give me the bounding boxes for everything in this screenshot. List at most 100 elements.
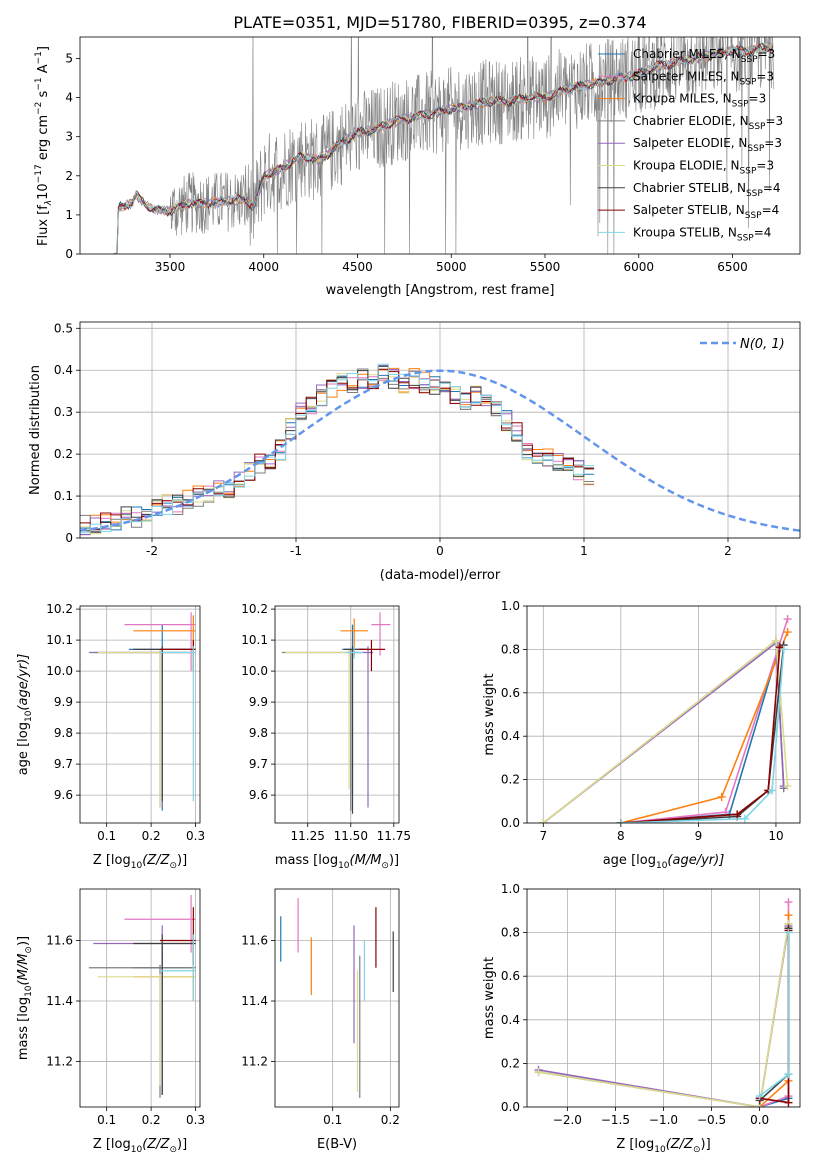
weight-series-line xyxy=(620,647,781,823)
weight-series-line xyxy=(538,923,790,1107)
legend-entry: Chabrier STELIB, NSSP=4 xyxy=(633,181,781,199)
x-tick-label: 0.2 xyxy=(142,1113,161,1127)
y-tick-label: 9.7 xyxy=(54,757,73,771)
weight-marker xyxy=(768,786,777,795)
axes-frame xyxy=(79,605,201,824)
legend-entry: Chabrier ELODIE, NSSP=3 xyxy=(633,114,783,132)
y-tick-label: 4 xyxy=(65,91,73,105)
x-tick-label: 7 xyxy=(539,829,547,843)
weight-marker xyxy=(771,636,780,645)
panel-massweight-vs-Z: −2.0 −1.5 −1.0 −0.5 0.0 0.0 0.2 0.4 0.6 0.8 1.0 Z [… xyxy=(482,882,801,1155)
plot-area-massweight-vs-age xyxy=(539,615,792,823)
weight-marker xyxy=(783,628,792,637)
panel-mass-vs-ebv: 0.1 0.2 11.2 11.4 11.6 E(B-V) xyxy=(241,888,400,1152)
weight-marker xyxy=(783,782,792,791)
y-tick-label: 0.6 xyxy=(501,686,520,700)
y-tick-label: 9.9 xyxy=(249,695,268,709)
y-tick-label: 0.5 xyxy=(54,321,73,335)
legend-entry: Kroupa ELODIE, NSSP=3 xyxy=(633,159,774,177)
normal-curve-line xyxy=(80,369,800,532)
y-axis-label: Flux [fλ10−17 erg cm−2 s−1 A−1] xyxy=(34,46,54,246)
x-tick-label: −1.0 xyxy=(649,1113,678,1127)
legend-entry: Salpeter MILES, NSSP=3 xyxy=(633,69,774,87)
x-tick-label: 9 xyxy=(695,829,703,843)
weight-series-line xyxy=(620,645,785,823)
y-tick-label: 1 xyxy=(65,208,73,222)
y-tick-label: 1.0 xyxy=(501,882,520,896)
weight-marker xyxy=(784,928,793,937)
x-tick-label: 2 xyxy=(724,544,732,558)
x-axis-label: age [log10(age/yr)] xyxy=(603,853,725,871)
x-tick-label: 11.50 xyxy=(334,829,368,843)
y-tick-label: 9.6 xyxy=(249,788,268,802)
y-axis-label: mass [log10(M/M⊙)] xyxy=(16,936,34,1060)
y-tick-label: 11.6 xyxy=(241,933,268,947)
panel-age-vs-mass: 11.25 11.50 11.75 9.6 9.7 9.8 9.9 10.0 10.1 10.2 m… xyxy=(241,602,411,871)
x-axis-label: Z [log10(Z/Z⊙)] xyxy=(616,1137,710,1155)
residual-hist-line xyxy=(80,363,595,534)
y-tick-label: 3 xyxy=(65,130,73,144)
x-axis-label: (data-model)/error xyxy=(380,568,501,583)
legend-entry: Salpeter ELODIE, NSSP=3 xyxy=(633,136,782,154)
weight-marker xyxy=(784,911,793,920)
weight-series-line xyxy=(620,644,781,823)
weight-marker xyxy=(779,645,788,654)
y-axis-label: mass weight xyxy=(482,673,497,755)
x-tick-label: 0.3 xyxy=(186,1113,205,1127)
y-tick-label: 0.8 xyxy=(501,642,520,656)
x-tick-label: −2.0 xyxy=(553,1113,582,1127)
figure-title: PLATE=0351, MJD=51780, FIBERID=0395, z=0… xyxy=(233,13,646,32)
y-tick-label: 0.6 xyxy=(501,969,520,983)
x-tick-label: 6500 xyxy=(717,260,748,274)
x-tick-label: 0.1 xyxy=(97,829,116,843)
legend-entry: N(0, 1) xyxy=(740,337,785,352)
axes-frame xyxy=(274,605,400,824)
y-tick-label: 10.0 xyxy=(46,664,73,678)
y-axis-label: age [log10(age/yr)] xyxy=(16,654,34,776)
y-tick-label: 0.3 xyxy=(54,405,73,419)
x-tick-label: 6000 xyxy=(623,260,654,274)
plot-area-mass-vs-ebv xyxy=(280,898,394,1098)
x-tick-label: 0 xyxy=(436,544,444,558)
y-tick-label: 0.2 xyxy=(501,773,520,787)
y-tick-label: 5 xyxy=(65,52,73,66)
y-tick-label: 0.2 xyxy=(54,447,73,461)
plot-area-massweight-vs-Z xyxy=(534,898,793,1107)
x-tick-label: 0.2 xyxy=(142,829,161,843)
x-axis-label: E(B-V) xyxy=(317,1137,357,1152)
y-tick-label: 10.1 xyxy=(241,633,268,647)
y-tick-label: 2 xyxy=(65,169,73,183)
spectrum-data-line xyxy=(113,37,775,254)
y-tick-label: 11.6 xyxy=(46,933,73,947)
weight-marker xyxy=(784,1070,793,1079)
x-tick-label: 8 xyxy=(617,829,625,843)
weight-marker xyxy=(534,1068,543,1077)
y-tick-label: 9.9 xyxy=(54,695,73,709)
weight-series-line xyxy=(620,649,785,823)
x-axis-label: wavelength [Angstrom, rest frame] xyxy=(326,283,555,298)
plot-area-age-vs-mass xyxy=(281,612,391,814)
y-tick-label: 0.2 xyxy=(501,1056,520,1070)
panel-massweight-vs-age: 7 8 9 10 0.0 0.2 0.4 0.6 0.8 1.0 age [log10(age/yr… xyxy=(482,599,801,871)
y-tick-label: 10.1 xyxy=(46,633,73,647)
y-tick-label: 1.0 xyxy=(501,599,520,613)
weight-marker xyxy=(539,819,548,823)
weight-marker xyxy=(616,819,625,823)
panel-spectrum: 3500 4000 4500 5000 5500 6000 6500 0 1 2 3 4 5 Chabri… xyxy=(34,36,801,298)
spectrum-model-line xyxy=(113,42,774,254)
y-tick-label: 10.0 xyxy=(241,664,268,678)
y-tick-label: 0.0 xyxy=(501,1100,520,1114)
plot-area-age-vs-Z xyxy=(88,612,196,811)
legend-entry: Salpeter STELIB, NSSP=4 xyxy=(633,203,779,221)
y-tick-label: 0.4 xyxy=(501,729,520,743)
x-tick-label: 11.75 xyxy=(377,829,411,843)
x-tick-label: 0.3 xyxy=(186,829,205,843)
y-tick-label: 9.8 xyxy=(249,726,268,740)
y-tick-label: 0.1 xyxy=(54,489,73,503)
y-tick-label: 11.2 xyxy=(241,1055,268,1069)
x-tick-label: 4500 xyxy=(342,260,373,274)
legend-entry: Kroupa STELIB, NSSP=4 xyxy=(633,225,771,243)
axes-frame xyxy=(79,321,801,539)
y-tick-label: 0.0 xyxy=(501,816,520,830)
y-tick-label: 11.4 xyxy=(46,994,73,1008)
